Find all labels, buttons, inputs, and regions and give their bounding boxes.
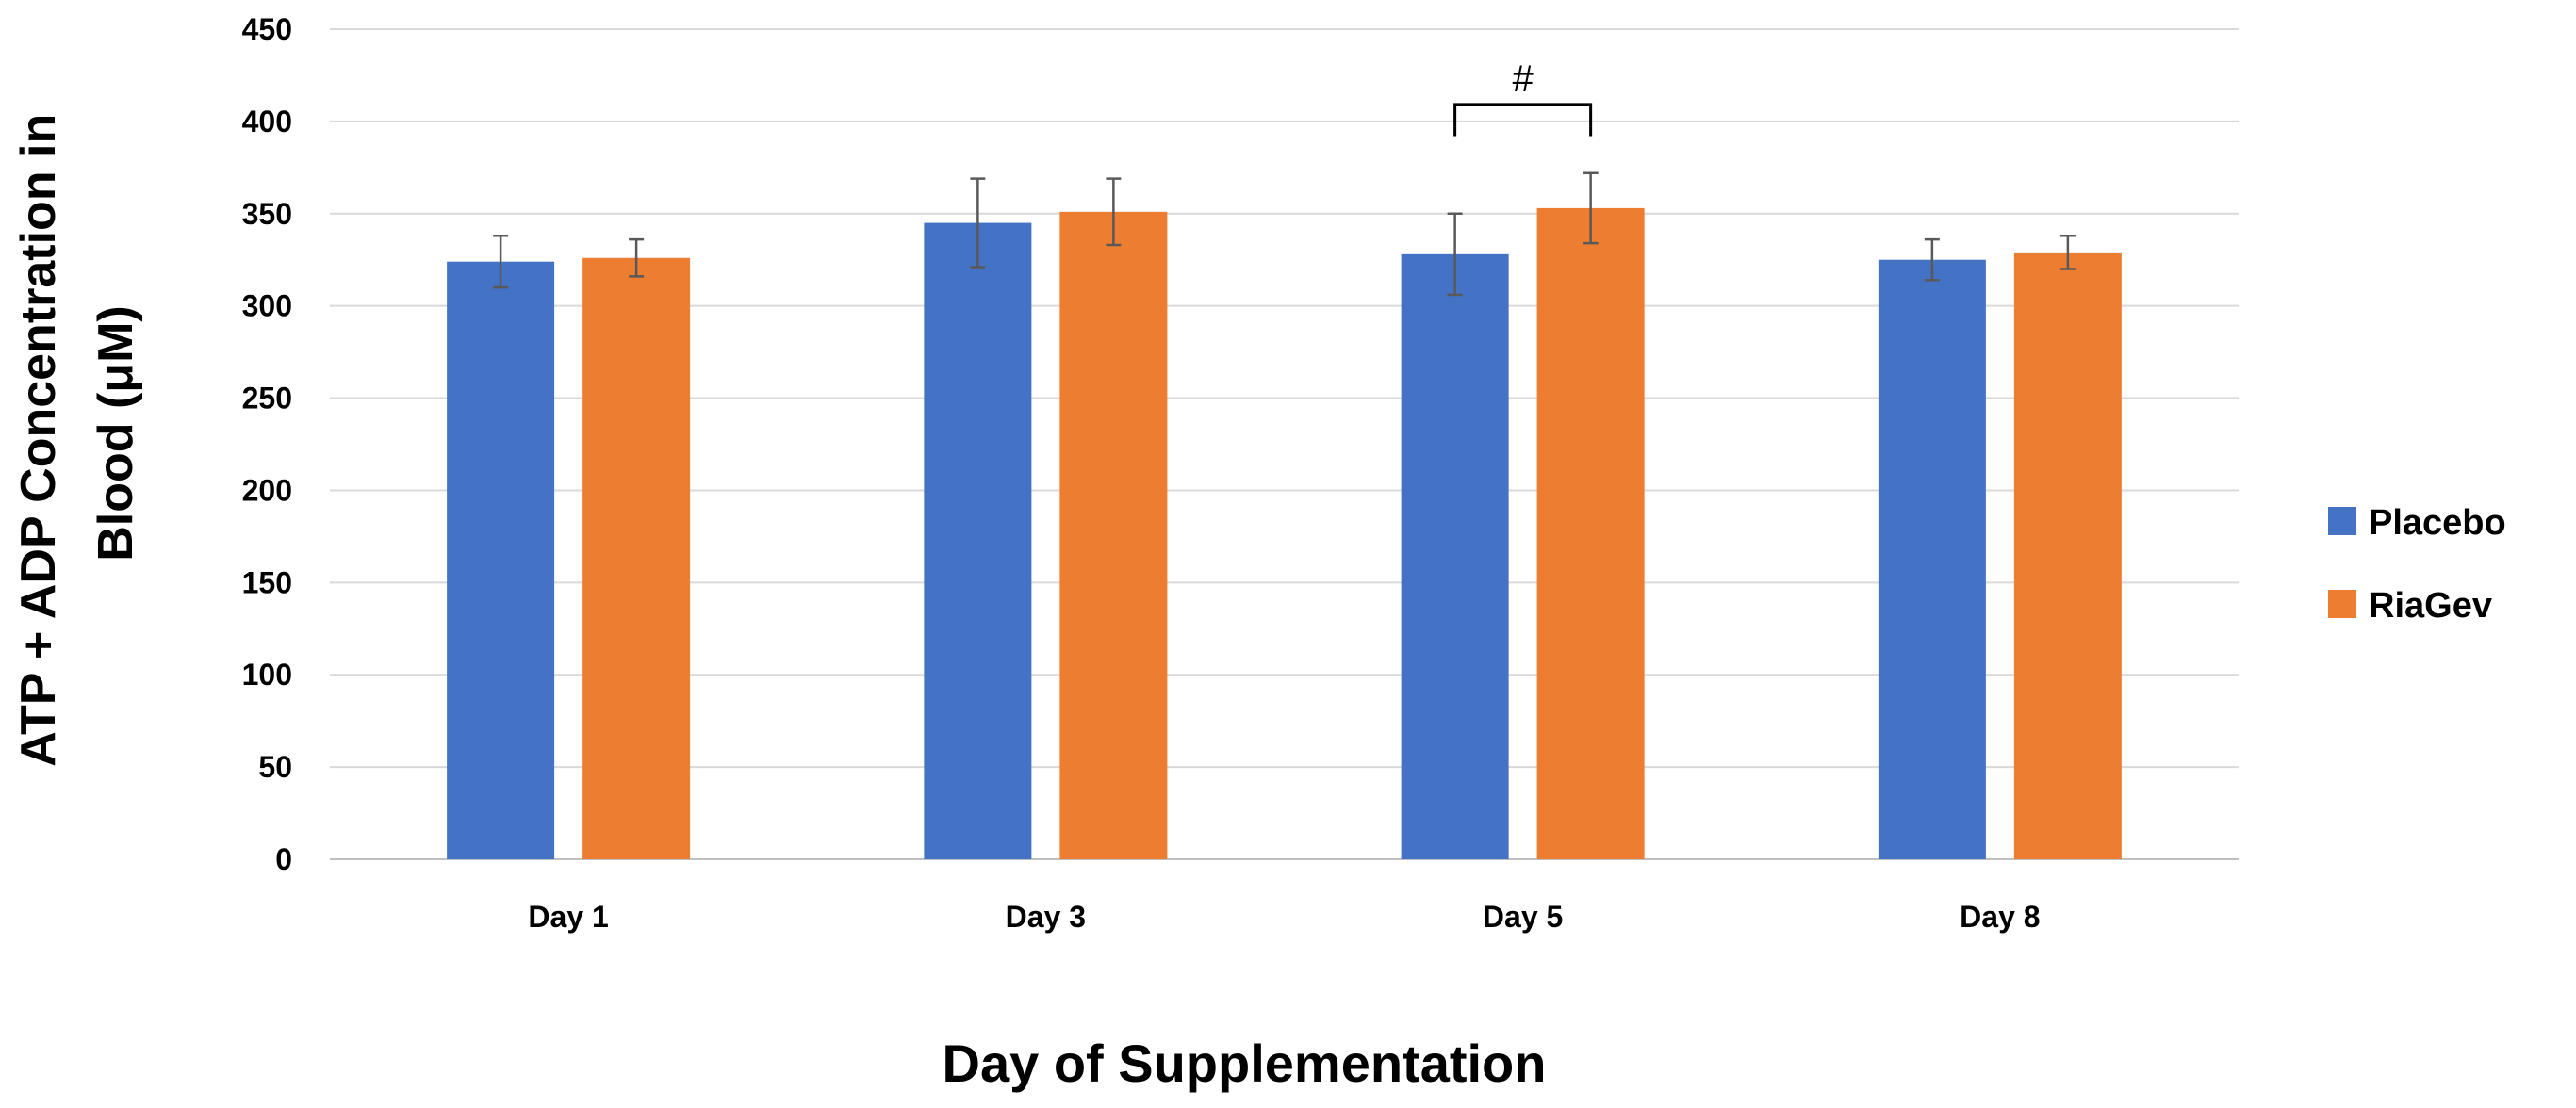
- error-bar: [1924, 237, 1940, 282]
- x-tick-label: Day 1: [528, 900, 608, 934]
- legend-item-placebo: Placebo: [2328, 503, 2506, 543]
- error-bar: [629, 237, 645, 278]
- y-tick-label: 300: [242, 289, 292, 323]
- y-axis-label-line-2: Blood (μM): [89, 305, 143, 562]
- bar-placebo-day-3: [924, 222, 1032, 860]
- error-bar: [1106, 177, 1122, 247]
- error-bar: [970, 177, 986, 269]
- bar-riagev-day-1: [582, 257, 691, 860]
- error-bar: [1583, 171, 1599, 245]
- error-bar: [1447, 212, 1463, 297]
- y-axis-ticks: 0 50 100 150 200 250 300 350 400 450: [242, 12, 292, 876]
- bar-placebo-day-5: [1401, 253, 1509, 859]
- x-axis-ticks: Day 1 Day 3 Day 5 Day 8: [528, 900, 2040, 934]
- error-bars: [493, 171, 2076, 297]
- x-tick-label: Day 5: [1483, 900, 1563, 934]
- y-axis-label-line-1: ATP + ADP Concentration in: [11, 114, 66, 767]
- y-tick-label: 350: [242, 197, 292, 231]
- y-tick-label: 0: [275, 842, 292, 876]
- bar-riagev-day-8: [2013, 252, 2122, 859]
- legend-swatch: [2328, 507, 2356, 535]
- error-bar: [493, 235, 509, 289]
- significance-annotations: #: [1453, 58, 1593, 137]
- y-tick-label: 50: [258, 750, 292, 784]
- legend-label: RiaGev: [2369, 586, 2492, 626]
- significance-bracket: #: [1453, 58, 1593, 137]
- bar-placebo-day-8: [1878, 259, 1986, 859]
- bars: [447, 207, 2122, 860]
- bar-placebo-day-1: [447, 261, 555, 859]
- x-tick-label: Day 3: [1006, 900, 1086, 934]
- legend-label: Placebo: [2369, 503, 2506, 543]
- significance-marker: #: [1513, 58, 1534, 100]
- y-tick-label: 150: [242, 565, 292, 599]
- error-bar: [2059, 235, 2076, 270]
- legend-swatch: [2328, 590, 2356, 618]
- bar-riagev-day-5: [1536, 207, 1645, 860]
- y-axis-label: ATP + ADP Concentration in Blood (μM): [11, 100, 143, 766]
- x-axis-label: Day of Supplementation: [943, 1034, 1547, 1093]
- y-tick-label: 100: [242, 658, 292, 692]
- x-tick-label: Day 8: [1960, 900, 2040, 934]
- y-tick-label: 200: [242, 473, 292, 507]
- legend: Placebo RiaGev: [2328, 503, 2506, 626]
- y-tick-label: 450: [242, 12, 292, 46]
- legend-item-riagev: RiaGev: [2328, 586, 2492, 626]
- y-tick-label: 250: [242, 382, 292, 416]
- bar-riagev-day-3: [1059, 211, 1168, 859]
- y-tick-label: 400: [242, 105, 292, 138]
